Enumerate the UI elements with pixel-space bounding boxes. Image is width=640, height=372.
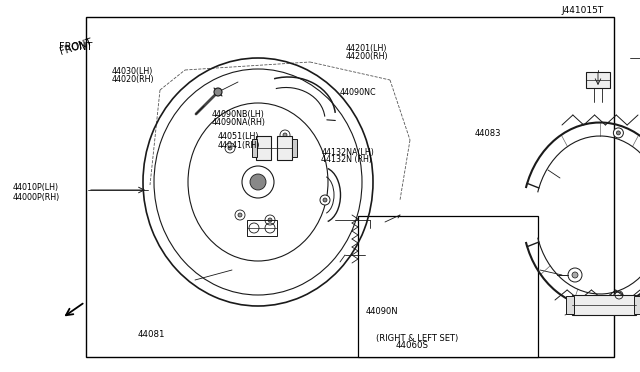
Circle shape <box>613 128 623 138</box>
Text: 44051(LH): 44051(LH) <box>218 132 259 141</box>
Text: 44081: 44081 <box>138 330 165 339</box>
Text: J441015T: J441015T <box>562 6 604 15</box>
Circle shape <box>616 295 620 299</box>
Circle shape <box>320 195 330 205</box>
Text: 44010P(LH): 44010P(LH) <box>13 183 59 192</box>
Circle shape <box>613 292 623 302</box>
Bar <box>247 220 277 236</box>
Text: 44060S: 44060S <box>396 341 429 350</box>
Circle shape <box>238 213 242 217</box>
Circle shape <box>616 131 620 135</box>
Text: 44041(RH): 44041(RH) <box>218 141 260 150</box>
Text: 44030(LH): 44030(LH) <box>112 67 154 76</box>
Bar <box>358 216 538 357</box>
Circle shape <box>214 88 222 96</box>
Text: 44090N: 44090N <box>366 307 399 316</box>
Text: 44201(LH): 44201(LH) <box>346 44 387 53</box>
Circle shape <box>572 272 578 278</box>
Text: FRONT: FRONT <box>59 37 93 57</box>
Text: 44132N (RH): 44132N (RH) <box>321 155 372 164</box>
Bar <box>86 17 614 357</box>
Text: 44083: 44083 <box>475 129 501 138</box>
Bar <box>586 72 610 88</box>
Bar <box>256 136 271 160</box>
Circle shape <box>283 133 287 137</box>
Bar <box>572 295 636 315</box>
Text: 44132NA(LH): 44132NA(LH) <box>321 148 374 157</box>
Bar <box>252 139 257 157</box>
Text: 44090NA(RH): 44090NA(RH) <box>211 118 265 127</box>
Circle shape <box>250 174 266 190</box>
Circle shape <box>323 198 327 202</box>
Text: FRONT: FRONT <box>59 42 92 52</box>
Text: 44090NC: 44090NC <box>339 88 376 97</box>
Bar <box>292 139 297 157</box>
Text: 44020(RH): 44020(RH) <box>112 76 155 84</box>
Bar <box>566 296 574 314</box>
Text: 44000P(RH): 44000P(RH) <box>13 193 60 202</box>
Text: 44200(RH): 44200(RH) <box>346 52 388 61</box>
Bar <box>634 296 640 314</box>
Text: (RIGHT & LEFT SET): (RIGHT & LEFT SET) <box>376 334 459 343</box>
Bar <box>277 136 292 160</box>
Circle shape <box>268 218 272 222</box>
Circle shape <box>228 146 232 150</box>
Text: 44090NB(LH): 44090NB(LH) <box>211 110 264 119</box>
